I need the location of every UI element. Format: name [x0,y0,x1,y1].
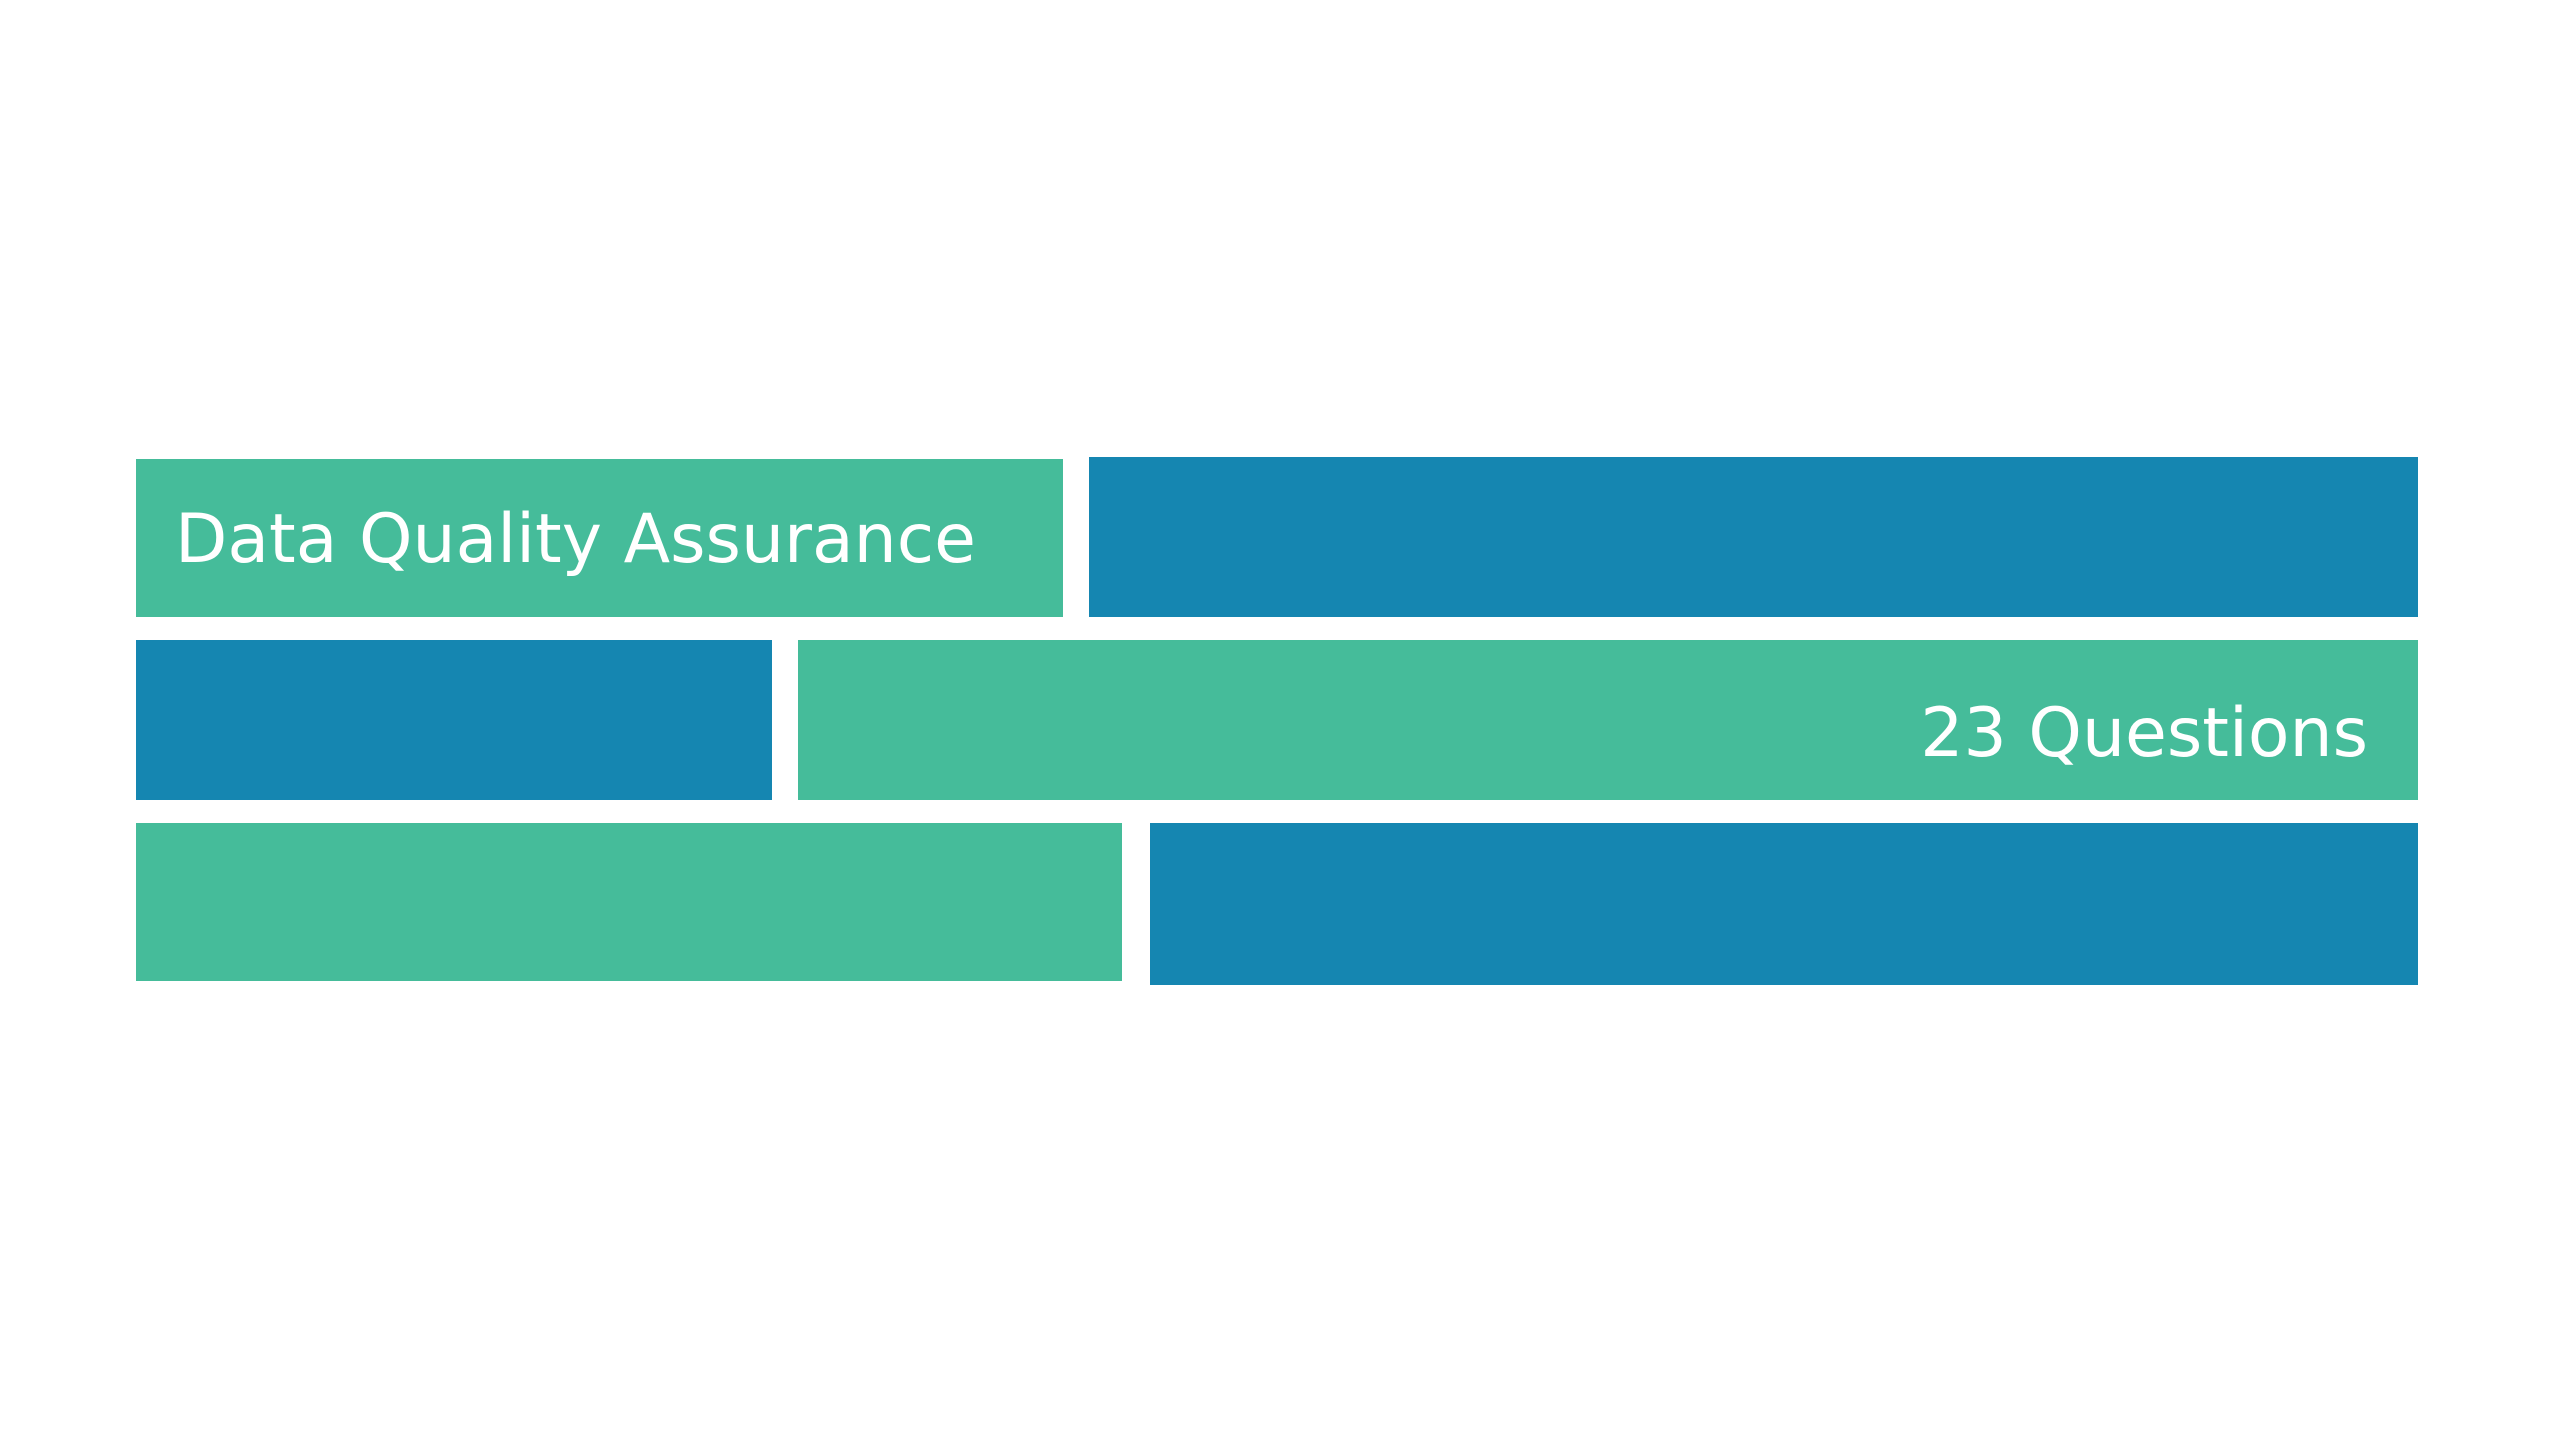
blue-block [1150,823,2418,985]
green-block [136,823,1122,981]
blue-block [136,640,772,800]
blue-block [1089,457,2418,617]
subtitle: 23 Questions [1920,694,2368,773]
green-block [798,640,2418,800]
green-block [136,459,1063,617]
title: Data Quality Assurance [175,500,976,579]
